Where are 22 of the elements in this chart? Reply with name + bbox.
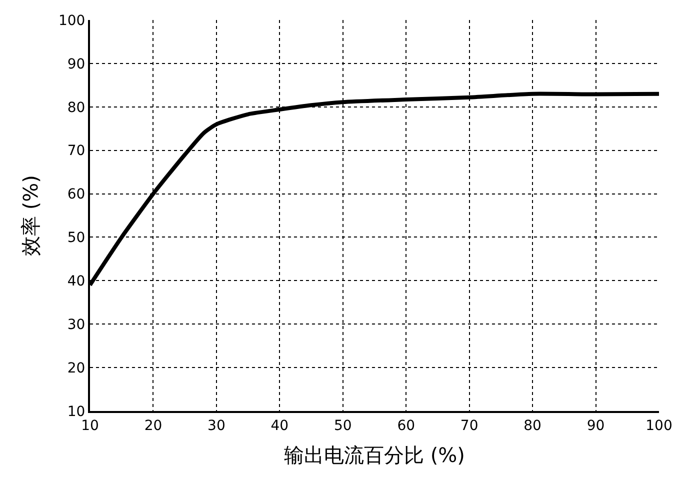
y-tick-label: 60 — [67, 186, 86, 203]
x-tick-label: 40 — [270, 418, 289, 434]
y-tick-label: 30 — [67, 317, 86, 334]
x-tick-label: 70 — [460, 418, 478, 434]
y-axis-title: 效率 (%) — [18, 175, 42, 256]
x-tick-label: 20 — [144, 418, 162, 434]
y-tick-label: 80 — [67, 100, 86, 116]
x-tick-label: 10 — [81, 418, 99, 434]
x-tick-label: 100 — [646, 418, 672, 434]
y-tick-label: 10 — [67, 404, 86, 420]
y-tick-label: 90 — [67, 56, 86, 72]
y-tick-label: 20 — [67, 360, 86, 376]
x-tick-label: 80 — [524, 418, 542, 434]
y-tick-label: 40 — [67, 274, 86, 290]
x-axis-title: 输出电流百分比 (%) — [284, 442, 465, 467]
x-tick-label: 30 — [208, 418, 226, 434]
x-tick-label: 50 — [334, 418, 352, 434]
x-tick-label: 60 — [397, 418, 416, 434]
y-tick-label: 100 — [58, 12, 86, 29]
x-tick-label: 90 — [586, 418, 605, 434]
y-tick-label: 50 — [67, 230, 86, 246]
y-tick-label: 70 — [67, 143, 86, 160]
